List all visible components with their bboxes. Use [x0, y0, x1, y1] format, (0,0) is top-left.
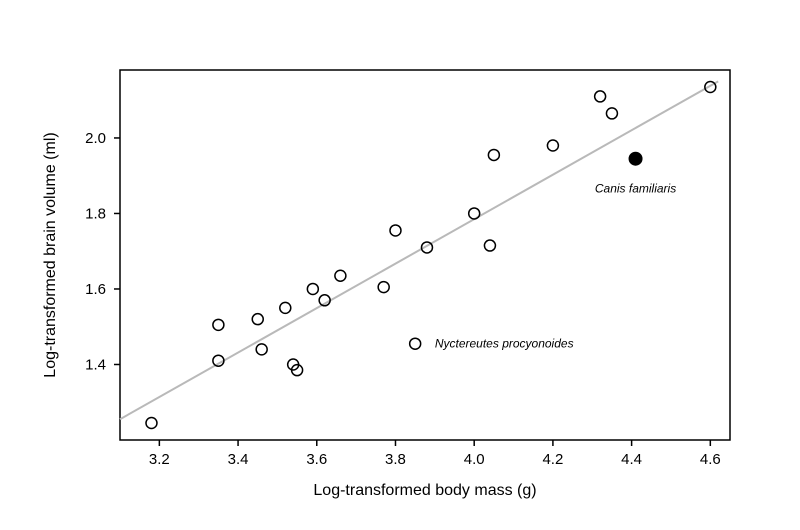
y-tick-label: 1.4	[85, 356, 106, 373]
data-point	[547, 140, 558, 151]
data-point	[280, 302, 291, 313]
data-point	[256, 344, 267, 355]
point-annotation: Nyctereutes procyonoides	[435, 337, 574, 351]
point-annotation: Canis familiaris	[595, 182, 676, 196]
data-point	[390, 225, 401, 236]
x-tick-label: 4.6	[700, 451, 721, 468]
data-point-filled	[629, 152, 642, 165]
chart-svg: 3.2 3.4 3.6 3.8 4.0 4.2 4.4 4.6 1.4 1.6 1.8 2.0 Log-…	[0, 0, 800, 530]
y-tick-label: 2.0	[85, 130, 106, 147]
x-tick-label: 4.2	[542, 451, 563, 468]
x-tick-label: 3.8	[385, 451, 406, 468]
data-point	[146, 418, 157, 429]
data-point	[484, 240, 495, 251]
data-point	[410, 338, 421, 349]
scatter-chart: 3.2 3.4 3.6 3.8 4.0 4.2 4.4 4.6 1.4 1.6 1.8 2.0 Log-…	[0, 0, 800, 530]
x-tick-label: 4.0	[464, 451, 485, 468]
data-point	[595, 91, 606, 102]
data-point	[335, 270, 346, 281]
x-tick-label: 3.4	[228, 451, 249, 468]
y-tick-label: 1.6	[85, 281, 106, 298]
x-tick-label: 3.6	[306, 451, 327, 468]
x-tick-label: 3.2	[149, 451, 170, 468]
x-axis-title: Log-transformed body mass (g)	[313, 482, 536, 499]
data-point	[488, 149, 499, 160]
x-tick-label: 4.4	[621, 451, 642, 468]
data-point	[378, 282, 389, 293]
y-axis-title: Log-transformed brain volume (ml)	[42, 132, 59, 377]
y-tick-label: 1.8	[85, 205, 106, 222]
data-point	[213, 319, 224, 330]
data-point	[307, 283, 318, 294]
data-point	[469, 208, 480, 219]
data-point	[252, 314, 263, 325]
data-point	[606, 108, 617, 119]
regression-line	[120, 81, 718, 419]
